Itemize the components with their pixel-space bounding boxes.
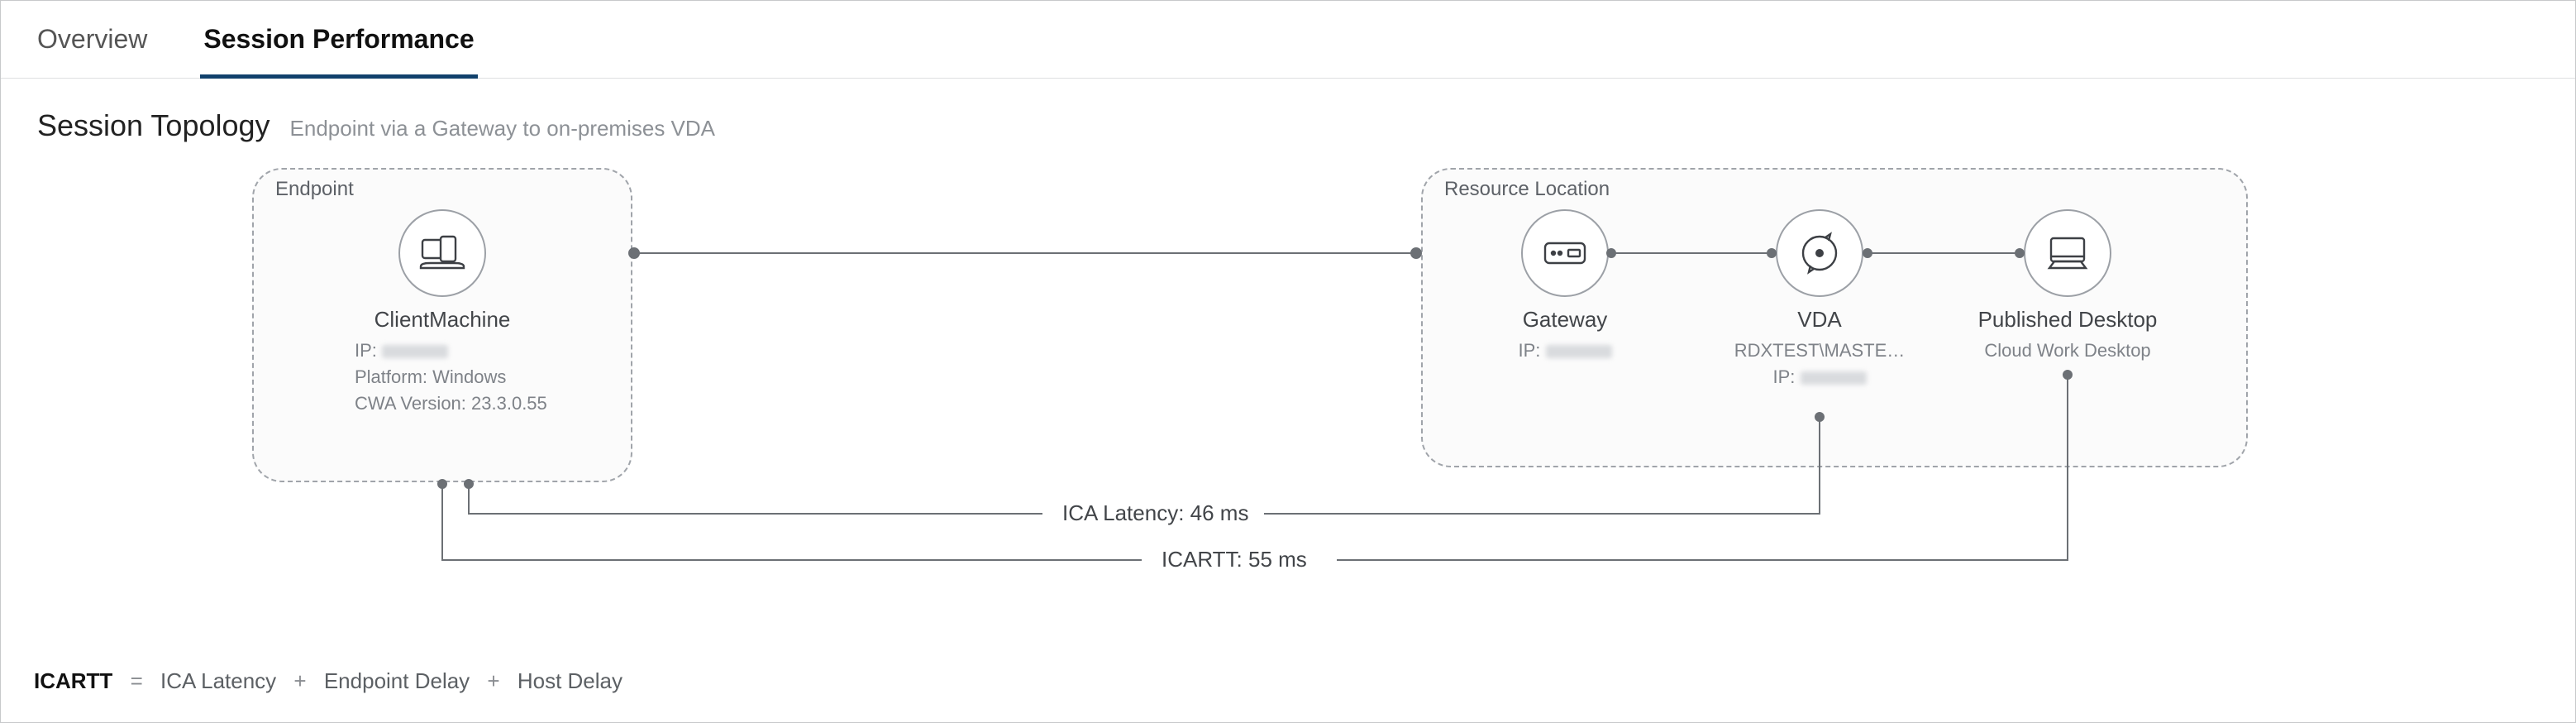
node-published-desktop: Published Desktop Cloud Work Desktop [1960,209,2175,364]
formula-p2: Endpoint Delay [324,668,470,693]
endpoint-device-icon [398,209,486,297]
tab-overview[interactable]: Overview [34,16,150,79]
formula-lhs: ICARTT [34,668,112,693]
node-vda-name: VDA [1712,307,1927,333]
section-header: Session Topology Endpoint via a Gateway … [1,79,2575,160]
group-resource-location-label: Resource Location [1444,178,1610,201]
section-subtitle: Endpoint via a Gateway to on-premises VD… [290,116,715,141]
node-gateway-name: Gateway [1457,307,1672,333]
icartt-formula: ICARTT = ICA Latency + Endpoint Delay + … [34,668,623,694]
tab-bar: Overview Session Performance [1,1,2575,79]
endpoint-cwa-label: CWA Version: [355,393,466,414]
vda-ip-label: IP: [1772,366,1795,387]
vda-icon [1776,209,1863,297]
ica-latency-value: 46 ms [1190,500,1249,525]
gateway-icon [1521,209,1609,297]
node-vda-meta: RDXTEST\MASTE… IP: [1712,338,1927,390]
icartt-key: ICARTT: [1162,547,1243,572]
endpoint-ip-label: IP: [355,340,377,361]
endpoint-platform-label: Platform: [355,366,427,387]
gateway-ip-blurred [1546,345,1612,358]
node-gateway-meta: IP: [1457,338,1672,364]
endpoint-ip-blurred [382,345,448,358]
node-endpoint-meta: IP: Platform: Windows CWA Version: 23.3.… [335,338,550,417]
node-published-name: Published Desktop [1960,307,2175,333]
ica-latency-label: ICA Latency: 46 ms [1049,500,1262,526]
vda-ip-blurred [1801,371,1867,385]
icartt-label: ICARTT: 55 ms [1148,547,1320,572]
vda-host: RDXTEST\MASTE… [1712,338,1927,364]
node-gateway: Gateway IP: [1457,209,1672,364]
ica-latency-key: ICA Latency: [1062,500,1184,525]
icartt-value: 55 ms [1248,547,1307,572]
endpoint-platform-value: Windows [432,366,506,387]
topology-diagram: Endpoint Resource Location ClientMachine… [1,160,2575,623]
published-desktop-icon [2024,209,2111,297]
formula-p1: ICA Latency [160,668,276,693]
formula-p3: Host Delay [518,668,623,693]
endpoint-cwa-value: 23.3.0.55 [471,393,547,414]
group-endpoint-label: Endpoint [275,178,354,201]
tab-session-performance[interactable]: Session Performance [200,16,477,79]
node-published-detail: Cloud Work Desktop [1960,338,2175,364]
gateway-ip-label: IP: [1518,340,1540,361]
node-endpoint-name: ClientMachine [335,307,550,333]
session-performance-panel: Overview Session Performance Session Top… [0,0,2576,723]
node-vda: VDA RDXTEST\MASTE… IP: [1712,209,1927,390]
node-endpoint: ClientMachine IP: Platform: Windows CWA … [335,209,550,417]
section-title: Session Topology [37,108,270,143]
